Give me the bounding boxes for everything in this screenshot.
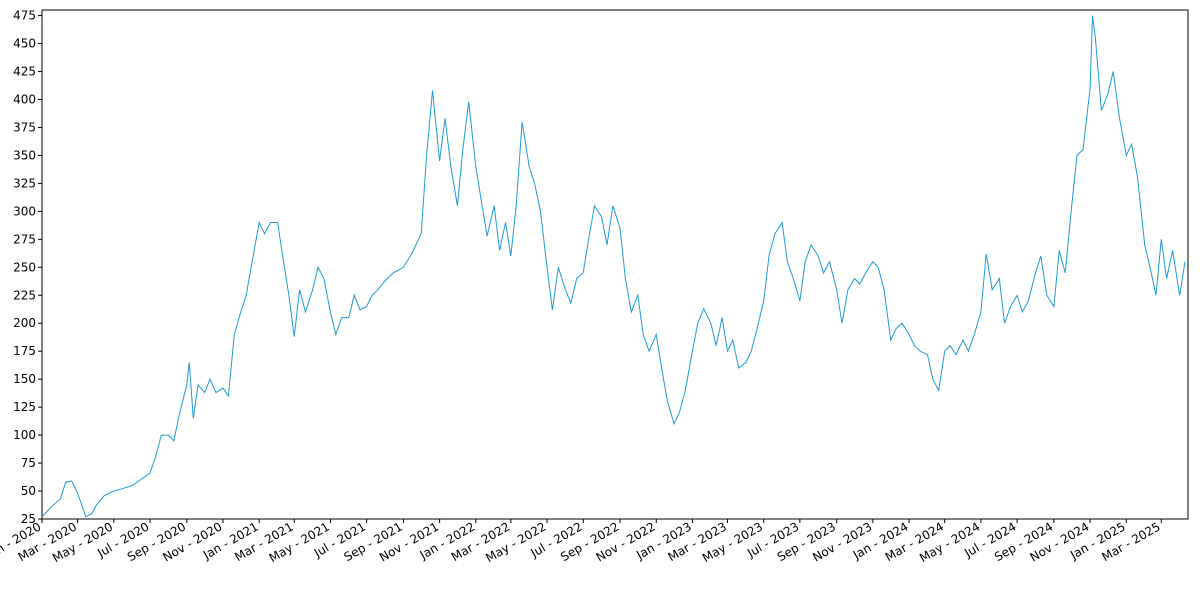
y-tick-label: 125 [13,400,36,414]
y-tick-label: 475 [13,9,36,23]
y-tick-label: 50 [21,484,36,498]
y-tick-label: 25 [21,512,36,526]
y-tick-label: 425 [13,65,36,79]
y-tick-label: 150 [13,372,36,386]
y-tick-label: 325 [13,176,36,190]
y-tick-label: 225 [13,288,36,302]
y-tick-label: 175 [13,344,36,358]
y-tick-label: 200 [13,316,36,330]
y-tick-label: 450 [13,37,36,51]
price-series-line [41,15,1186,518]
y-tick-label: 100 [13,428,36,442]
y-tick-label: 250 [13,260,36,274]
y-tick-label: 300 [13,204,36,218]
y-tick-label: 275 [13,232,36,246]
y-tick-label: 375 [13,120,36,134]
y-axis: 25 50 75 100 125 150 175 200 225 250 275 300 325 350 3… [13,9,42,526]
y-tick-label: 75 [21,456,36,470]
y-tick-label: 400 [13,92,36,106]
plot-frame [41,9,1189,520]
y-tick-label: 350 [13,148,36,162]
